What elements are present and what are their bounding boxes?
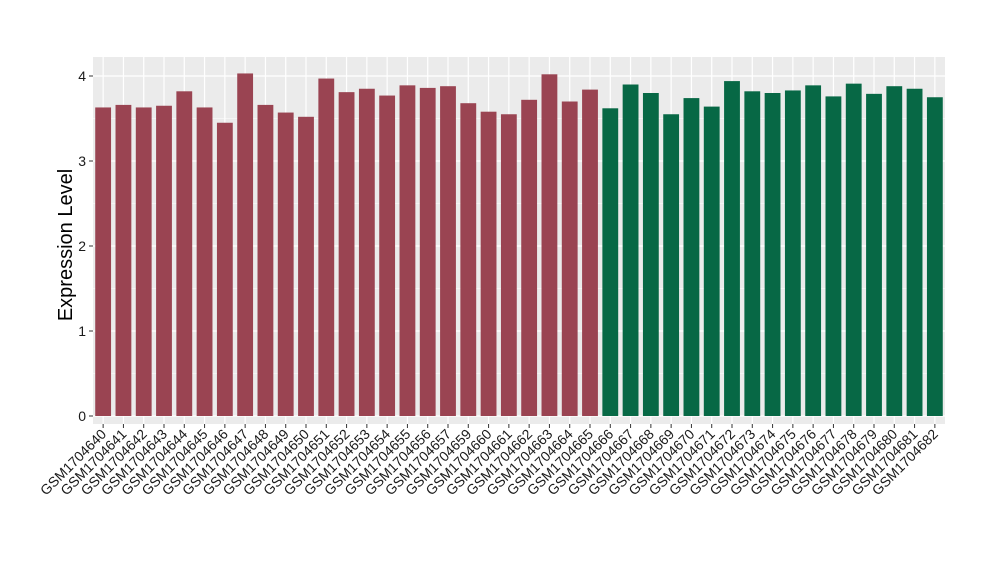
bar-GSM1704665 [582, 89, 598, 416]
bar-GSM1704649 [277, 112, 294, 417]
bar-GSM1704650 [298, 116, 314, 417]
plot-panel [93, 57, 945, 424]
bar-GSM1704655 [399, 85, 416, 416]
bar-GSM1704652 [338, 92, 355, 417]
y-axis: 0 1 2 3 4 [78, 68, 93, 424]
bar-GSM1704681 [906, 88, 923, 416]
bar-GSM1704664 [561, 101, 578, 416]
bar-GSM1704642 [135, 107, 152, 416]
bar-GSM1704656 [419, 87, 436, 417]
bar-GSM1704640 [95, 107, 112, 416]
bar-GSM1704675 [784, 90, 801, 416]
y-tick-label: 1 [78, 323, 86, 339]
bar-GSM1704680 [886, 86, 903, 416]
bar-GSM1704645 [196, 107, 213, 416]
bar-GSM1704668 [642, 93, 659, 416]
bar-GSM1704682 [926, 97, 943, 416]
bar-GSM1704648 [257, 104, 274, 417]
bar-GSM1704644 [176, 91, 193, 417]
y-tick-label: 0 [78, 408, 86, 424]
bar-GSM1704670 [683, 98, 700, 416]
x-axis: GSM1704640GSM1704641GSM1704642GSM1704643… [37, 424, 941, 498]
y-tick-label: 4 [78, 68, 86, 84]
bar-GSM1704659 [460, 103, 477, 416]
y-tick-label: 3 [78, 153, 86, 169]
bar-GSM1704663 [541, 74, 558, 417]
bar-GSM1704674 [764, 93, 781, 416]
bar-GSM1704654 [379, 95, 396, 417]
bar-GSM1704641 [115, 104, 132, 417]
bar-GSM1704647 [237, 73, 254, 416]
bar-GSM1704653 [358, 88, 375, 416]
bar-GSM1704669 [663, 114, 680, 416]
bar-GSM1704651 [318, 78, 335, 417]
bar-GSM1704667 [622, 84, 639, 416]
y-tick-label: 2 [78, 238, 86, 254]
bar-GSM1704671 [703, 106, 720, 416]
bar-GSM1704657 [440, 86, 456, 416]
bar-GSM1704677 [825, 96, 842, 417]
bar-GSM1704676 [805, 85, 822, 416]
bar-GSM1704660 [480, 111, 497, 416]
bar-GSM1704678 [845, 83, 862, 417]
bars [95, 73, 943, 417]
bar-GSM1704646 [216, 122, 233, 416]
y-axis-title: Expression Level [55, 169, 77, 321]
bar-GSM1704643 [156, 105, 172, 416]
bar-GSM1704672 [724, 81, 740, 416]
bar-GSM1704662 [521, 99, 538, 417]
bar-GSM1704673 [744, 91, 761, 417]
bar-GSM1704666 [602, 108, 619, 417]
bar-GSM1704661 [500, 114, 517, 416]
bar-GSM1704679 [866, 93, 882, 416]
